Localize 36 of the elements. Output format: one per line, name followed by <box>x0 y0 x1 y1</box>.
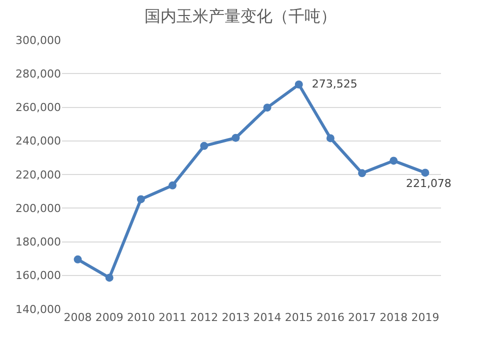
x-tick-label: 2018 <box>380 311 408 324</box>
x-tick-label: 2008 <box>64 311 92 324</box>
x-tick-label: 2014 <box>253 311 282 324</box>
point <box>168 181 177 190</box>
x-tick-label: 2015 <box>284 311 313 324</box>
y-tick-label: 300,000 <box>16 34 61 47</box>
x-tick-label: 2010 <box>126 311 155 324</box>
point <box>105 274 114 282</box>
x-tick-label: 2011 <box>158 311 187 324</box>
x-tick-label: 2019 <box>411 311 440 324</box>
y-tick-label: 220,000 <box>16 168 61 182</box>
point <box>200 142 208 150</box>
y-tick-label: 260,000 <box>16 101 61 114</box>
point <box>390 156 398 165</box>
y-tick-label: 180,000 <box>16 236 61 249</box>
point <box>263 104 272 112</box>
point <box>421 168 430 177</box>
data-label: 273,525 <box>304 77 358 90</box>
point <box>136 195 145 204</box>
y-tick-label: 240,000 <box>16 134 61 148</box>
y-tick-label: 200,000 <box>16 202 61 215</box>
point <box>326 134 334 142</box>
x-tick-label: 2009 <box>95 311 124 324</box>
chart-title: 国内玉米产量变化（千吨） <box>144 6 336 26</box>
x-tick-label: 2017 <box>348 311 376 324</box>
point <box>74 255 82 264</box>
y-tick-label: 140,000 <box>16 302 61 316</box>
data-label: 221,078 <box>398 176 452 190</box>
point <box>232 134 240 142</box>
x-tick-label: 2012 <box>190 311 218 324</box>
point <box>358 169 366 178</box>
x-tick-label: 2013 <box>222 311 250 324</box>
point <box>294 80 303 89</box>
y-tick-label: 160,000 <box>16 269 61 282</box>
x-tick-label: 2016 <box>316 311 344 324</box>
y-tick-label: 280,000 <box>16 67 61 80</box>
